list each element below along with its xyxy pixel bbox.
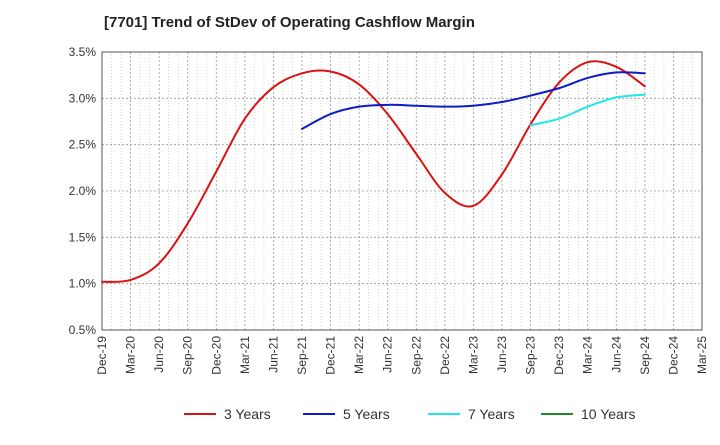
legend-label-5-years: 5 Years [343, 406, 390, 422]
series-line-3-years [101, 60, 646, 283]
y-tick-label: 2.0% [69, 184, 97, 198]
x-tick-label: Dec-21 [324, 336, 338, 375]
x-tick-label: Sep-23 [524, 336, 538, 375]
x-tick-label: Sep-21 [295, 336, 309, 375]
x-tick-label: Mar-22 [352, 336, 366, 374]
x-tick-label: Dec-24 [666, 336, 680, 375]
series-line-5-years [301, 71, 646, 130]
x-tick-label: Sep-22 [409, 336, 423, 375]
x-tick-label: Dec-23 [552, 336, 566, 375]
x-tick-label: Mar-21 [238, 336, 252, 374]
y-tick-label: 0.5% [69, 323, 97, 337]
legend-label-7-years: 7 Years [468, 406, 515, 422]
x-tick-label: Jun-24 [609, 336, 623, 373]
x-tick-label: Sep-24 [638, 336, 652, 375]
y-tick-label: 1.0% [69, 277, 97, 291]
x-tick-label: Mar-20 [124, 336, 138, 374]
chart-title: [7701] Trend of StDev of Operating Cashf… [104, 14, 475, 31]
x-tick-label: Sep-20 [181, 336, 195, 375]
x-tick-label: Jun-21 [266, 336, 280, 373]
y-tick-label: 3.5% [69, 45, 97, 59]
x-tick-label: Jun-20 [152, 336, 166, 373]
x-tick-label: Jun-22 [381, 336, 395, 373]
x-tick-label: Dec-22 [438, 336, 452, 375]
plot-area-border [101, 51, 703, 331]
x-tick-label: Dec-19 [95, 336, 109, 375]
x-tick-label: Dec-20 [209, 336, 223, 375]
x-tick-label: Jun-23 [495, 336, 509, 373]
x-tick-label: Mar-23 [466, 336, 480, 374]
series-line-7-years [529, 93, 646, 127]
legend-label-10-years: 10 Years [581, 406, 636, 422]
legend-label-3-years: 3 Years [224, 406, 271, 422]
y-tick-label: 1.5% [69, 230, 97, 244]
y-tick-label: 3.0% [69, 91, 97, 105]
x-tick-label: Mar-24 [581, 336, 595, 374]
y-tick-label: 2.5% [69, 138, 97, 152]
x-tick-label: Mar-25 [695, 336, 709, 374]
